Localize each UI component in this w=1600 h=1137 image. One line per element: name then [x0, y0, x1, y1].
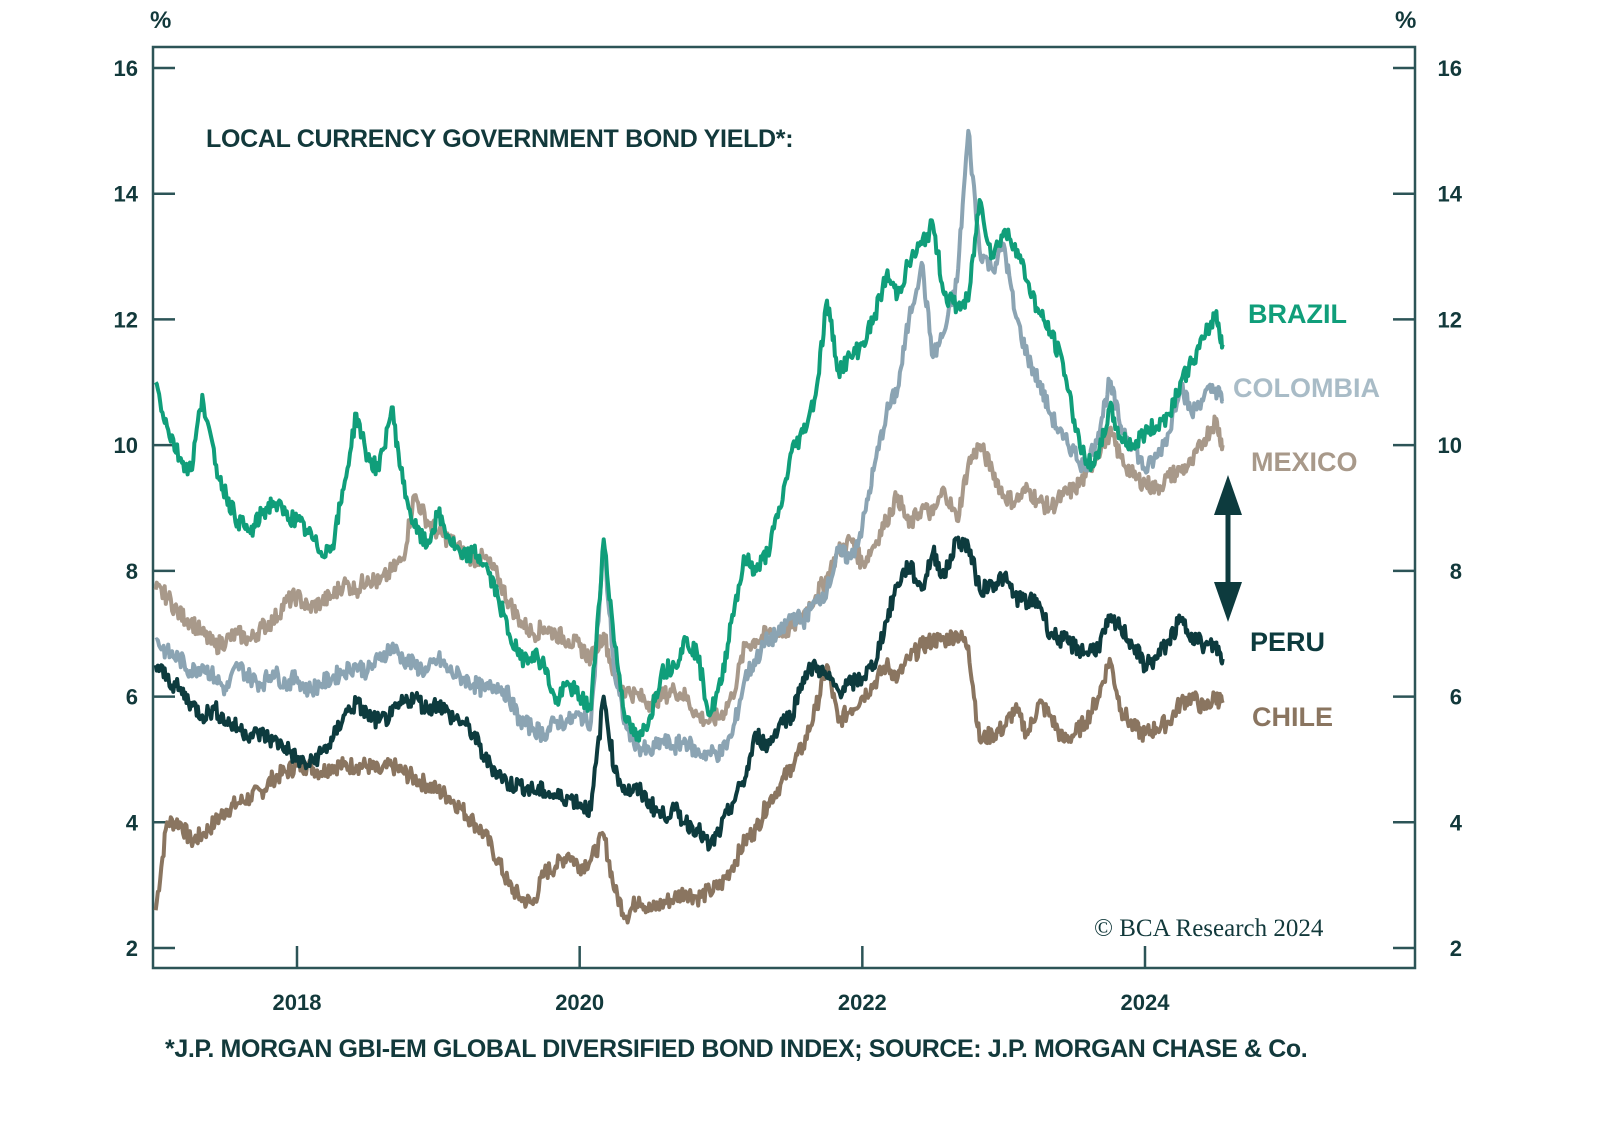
y-left-unit-label: %: [150, 7, 171, 34]
arrow-head-up: [1214, 475, 1242, 515]
y-tick-label-right: 12: [1438, 307, 1462, 332]
x-tick-label: 2024: [1121, 990, 1171, 1015]
chart-title: LOCAL CURRENCY GOVERNMENT BOND YIELD*:: [206, 125, 793, 153]
series-label-brazil: BRAZIL: [1248, 299, 1347, 329]
series-label-chile: CHILE: [1252, 702, 1333, 732]
y-tick-label-right: 14: [1438, 182, 1463, 207]
y-tick-label-right: 10: [1438, 433, 1462, 458]
y-tick-label-right: 2: [1450, 936, 1462, 961]
x-tick-label: 2022: [838, 990, 887, 1015]
series-lines: [153, 128, 1225, 925]
arrow-head-down: [1214, 582, 1242, 622]
y-tick-label-right: 6: [1450, 685, 1462, 710]
y-tick-label-left: 12: [114, 307, 138, 332]
y-tick-label-left: 2: [126, 936, 138, 961]
series-label-peru: PERU: [1250, 627, 1325, 657]
series-line-mexico: [153, 414, 1225, 728]
series-line-chile: [153, 629, 1225, 925]
series-line-colombia: [154, 128, 1224, 764]
y-tick-label-right: 16: [1438, 56, 1462, 81]
copyright-credit: © BCA Research 2024: [1094, 915, 1324, 942]
series-label-mexico: MEXICO: [1251, 447, 1358, 477]
x-tick-label: 2018: [273, 990, 322, 1015]
x-tick-label: 2020: [555, 990, 604, 1015]
y-tick-label-right: 4: [1450, 810, 1463, 835]
series-label-colombia: COLOMBIA: [1233, 373, 1380, 403]
y-tick-label-right: 8: [1450, 559, 1462, 584]
y-tick-label-left: 8: [126, 559, 138, 584]
y-tick-label-left: 10: [114, 433, 138, 458]
y-right-unit-label: %: [1395, 7, 1416, 34]
footnote-source: *J.P. MORGAN GBI-EM GLOBAL DIVERSIFIED B…: [165, 1035, 1308, 1063]
y-tick-label-left: 16: [114, 56, 138, 81]
y-tick-label-left: 4: [126, 810, 139, 835]
plot-frame: [151, 45, 1417, 970]
y-tick-label-left: 14: [114, 182, 139, 207]
spread-arrow: [1214, 475, 1242, 622]
series-line-brazil: [153, 198, 1225, 743]
y-tick-label-left: 6: [126, 685, 138, 710]
axis-ticks: 2 2 4 4 6 6 8 8 10 10 12 12 14 14 16 16 2018 2020 2022 2024: [114, 56, 1463, 1015]
series-line-peru: [153, 535, 1225, 852]
